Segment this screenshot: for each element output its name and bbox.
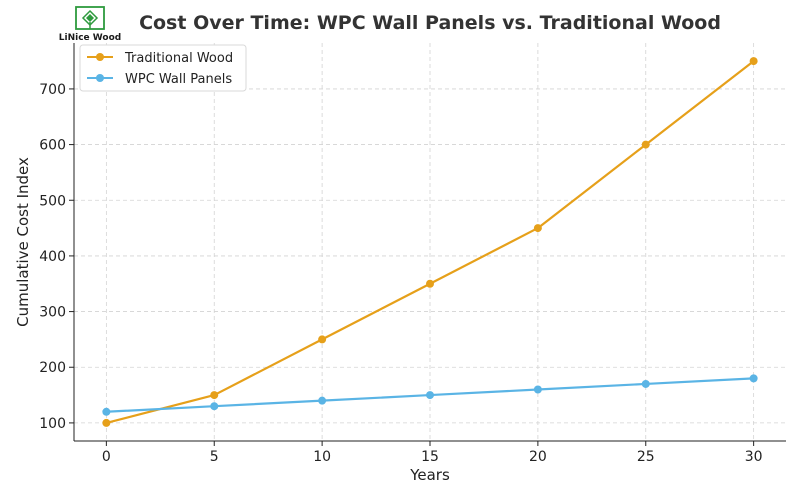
x-tick-label-25: 25: [637, 449, 655, 465]
chart-title: Cost Over Time: WPC Wall Panels vs. Trad…: [139, 12, 721, 34]
logo-text: LiNice Wood: [59, 33, 121, 43]
x-tick-label-10: 10: [313, 449, 331, 465]
series-traditional-wood: [102, 57, 758, 427]
x-axis-ticks: 0 5 10 15 20 25 30: [102, 441, 763, 465]
y-tick-label-400: 400: [39, 249, 66, 265]
y-tick-label-700: 700: [39, 82, 66, 98]
data-point-wpc-wall-panels-25: [641, 379, 650, 388]
data-point-traditional-wood-20: [533, 224, 542, 233]
x-tick-label-20: 20: [529, 449, 547, 465]
grid-lines: [74, 43, 786, 441]
data-point-traditional-wood-15: [426, 279, 434, 288]
data-point-traditional-wood-0: [102, 418, 111, 427]
data-point-traditional-wood-10: [318, 335, 327, 344]
legend-box: [79, 44, 247, 92]
y-tick-label-300: 300: [39, 305, 66, 321]
legend-marker-traditional-wood: [96, 53, 104, 61]
tree-logo-icon: [75, 6, 105, 30]
y-axis-ticks: 100 200 300 400 500 600 700: [39, 82, 74, 432]
data-point-wpc-wall-panels-10: [318, 396, 327, 405]
linice-wood-logo: LiNice Wood: [59, 6, 121, 43]
y-tick-label-200: 200: [39, 360, 66, 376]
y-tick-label-500: 500: [39, 193, 66, 209]
x-tick-label-0: 0: [102, 449, 111, 465]
x-tick-label-30: 30: [745, 449, 763, 465]
series-layer: [102, 57, 758, 427]
data-point-traditional-wood-5: [210, 391, 219, 400]
legend-label-traditional-wood: Traditional Wood: [124, 51, 233, 66]
legend: Traditional Wood WPC Wall Panels: [79, 44, 247, 92]
series-wpc-wall-panels: [102, 374, 758, 416]
data-point-wpc-wall-panels-15: [426, 391, 434, 400]
x-axis-title: Years: [409, 466, 450, 484]
data-point-traditional-wood-25: [641, 140, 650, 149]
data-point-wpc-wall-panels-30: [749, 374, 758, 383]
y-tick-label-100: 100: [39, 416, 66, 432]
data-point-wpc-wall-panels-0: [102, 407, 111, 416]
legend-marker-wpc-wall-panels: [96, 74, 104, 82]
y-tick-label-600: 600: [39, 138, 66, 154]
x-tick-label-5: 5: [210, 449, 219, 465]
data-point-traditional-wood-30: [749, 57, 758, 66]
data-point-wpc-wall-panels-5: [210, 402, 219, 411]
data-point-wpc-wall-panels-20: [533, 385, 542, 394]
legend-label-wpc-wall-panels: WPC Wall Panels: [125, 72, 232, 87]
x-tick-label-15: 15: [421, 449, 439, 465]
y-axis-title: Cumulative Cost Index: [14, 157, 32, 327]
